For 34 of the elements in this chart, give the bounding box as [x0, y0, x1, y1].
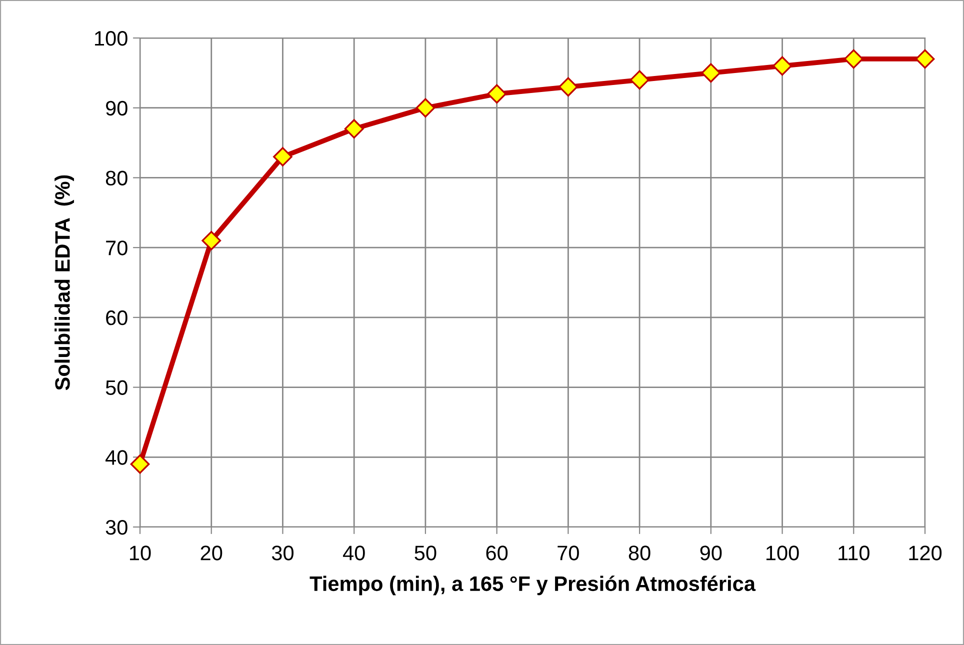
y-tick-label: 40 [106, 450, 128, 465]
y-tick-label: 100 [95, 31, 128, 46]
y-tick-label: 50 [106, 380, 128, 396]
y-tick-label: 80 [106, 170, 128, 186]
y-tick-label: 60 [106, 310, 128, 326]
x-tick-label: 10 [130, 546, 151, 560]
point [344, 119, 364, 138]
y-tick-label: 90 [106, 100, 128, 116]
point [416, 98, 436, 118]
y-tick-label: 70 [106, 240, 128, 256]
point [630, 70, 650, 90]
x-tick-label: 120 [909, 546, 942, 560]
y-tick-label: 30 [106, 520, 128, 535]
x-tick-label: 110 [838, 546, 870, 560]
x-tick-label: 30 [272, 546, 294, 560]
y-axis-title: Solubilidad EDTA (%) [54, 175, 74, 390]
x-tick-label: 70 [558, 546, 579, 560]
x-tick-label: 90 [700, 546, 722, 560]
x-tick-label: 40 [342, 546, 365, 560]
point [273, 147, 292, 166]
x-tick-label: 50 [414, 546, 436, 560]
point [487, 84, 506, 104]
point [202, 230, 222, 250]
x-tick-label: 60 [486, 546, 508, 560]
point [558, 77, 578, 97]
point [130, 454, 150, 474]
point [772, 56, 792, 76]
point [701, 63, 721, 83]
point [915, 49, 935, 69]
x-tick-label: 80 [628, 546, 650, 560]
point [844, 49, 864, 69]
x-tick-label: 20 [200, 546, 222, 560]
x-tick-label: 100 [766, 546, 799, 560]
x-axis-title: Tiempo (min), a 165 °F y Presión Atmosférica [310, 576, 756, 596]
